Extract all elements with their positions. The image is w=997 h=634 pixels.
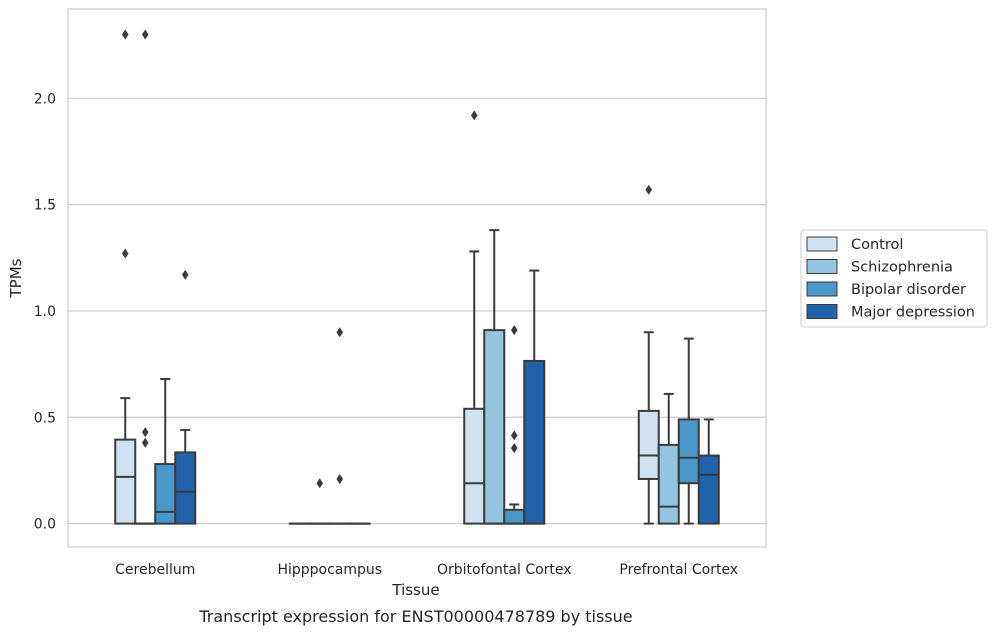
legend-swatch	[806, 281, 838, 297]
outlier-point	[470, 110, 478, 121]
outlier-point	[510, 430, 518, 441]
y-tick-label: 1.5	[34, 198, 56, 214]
plot-frame	[67, 8, 767, 548]
y-tick-label: 2.0	[34, 91, 56, 107]
x-axis-label: Tissue	[391, 581, 439, 599]
box-iqr	[697, 454, 720, 525]
legend: Control Schizophrenia Bipolar disorder Majo…	[800, 229, 988, 328]
box-iqr	[677, 418, 700, 485]
box-major-depression	[523, 269, 546, 525]
box-control	[114, 29, 137, 525]
y-axis-ticks: 0.0 0.5 1.0 1.5 2.0	[34, 91, 56, 532]
box-iqr	[637, 409, 660, 480]
box-iqr	[154, 463, 177, 525]
box-bipolar-disorder	[503, 325, 526, 525]
outlier-point	[141, 437, 149, 448]
y-tick-label: 0.5	[34, 410, 56, 426]
legend-swatch	[806, 259, 838, 274]
box-iqr	[174, 451, 197, 525]
legend-swatch	[806, 236, 838, 252]
box-schizophrenia	[483, 229, 506, 525]
box-iqr	[483, 329, 506, 525]
x-axis-ticks: Cerebellum Hipppocampus Orbitofontal Corte…	[115, 562, 738, 578]
box-schizophrenia	[657, 392, 680, 525]
box-schizophrenia	[134, 29, 157, 525]
outlier-point	[121, 29, 129, 40]
x-tick-label: Hipppocampus	[277, 562, 382, 578]
legend-entry: Major depression	[851, 305, 975, 321]
box-iqr	[114, 438, 137, 525]
box-control	[637, 184, 660, 525]
outlier-point	[181, 269, 189, 280]
outlier-point	[141, 427, 149, 438]
outlier-point	[121, 248, 129, 259]
x-tick-label: Orbitofontal Cortex	[437, 562, 572, 578]
box-iqr	[523, 359, 546, 525]
box-iqr	[503, 508, 526, 525]
legend-entry: Bipolar disorder	[851, 282, 966, 298]
legend-entry: Control	[851, 237, 903, 253]
y-axis-label: TPMs	[7, 258, 25, 298]
outlier-point	[336, 327, 344, 338]
x-tick-label: Prefrontal Cortex	[619, 562, 738, 578]
box-iqr	[657, 443, 680, 525]
box-major-depression	[697, 418, 720, 525]
outlier-point	[510, 325, 518, 336]
outlier-point	[510, 443, 518, 454]
outlier-point	[336, 473, 344, 484]
x-tick-label: Cerebellum	[115, 562, 195, 578]
figure-caption: Transcript expression for ENST0000047878…	[198, 607, 632, 626]
box-bipolar-disorder	[677, 337, 700, 525]
y-tick-label: 1.0	[34, 304, 56, 320]
box-iqr	[463, 407, 486, 525]
legend-entry: Schizophrenia	[851, 260, 953, 276]
box-major-depression	[174, 269, 197, 525]
outlier-point	[316, 478, 324, 489]
outlier-point	[141, 29, 149, 40]
plot-area	[114, 29, 720, 525]
legend-swatch	[806, 304, 838, 319]
y-tick-label: 0.0	[34, 517, 56, 533]
outlier-point	[645, 184, 653, 195]
legend-frame	[800, 229, 988, 328]
